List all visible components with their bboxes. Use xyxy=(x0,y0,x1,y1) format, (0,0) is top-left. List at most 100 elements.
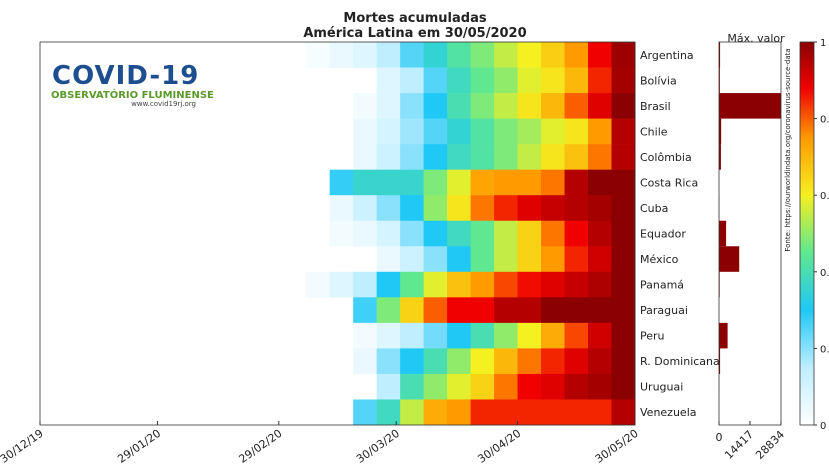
heat-cell xyxy=(494,271,519,298)
heat-cell xyxy=(376,373,401,400)
heat-cell xyxy=(564,118,589,145)
heat-cell xyxy=(494,297,519,324)
row-label: México xyxy=(640,253,679,266)
bar-x-tick-label: 28834 xyxy=(753,428,787,462)
heat-cell xyxy=(517,42,542,68)
heat-cell xyxy=(447,220,472,247)
heat-cell xyxy=(353,118,378,145)
heat-cell xyxy=(400,67,425,94)
heat-cell xyxy=(611,144,636,170)
heat-cell xyxy=(517,67,542,94)
colorbar-tick-label: 0.8 xyxy=(820,115,829,126)
heat-cell xyxy=(541,373,566,400)
heat-cell xyxy=(541,144,566,170)
heat-cell xyxy=(611,93,636,119)
heat-cell xyxy=(447,373,472,400)
heat-cell xyxy=(517,246,542,273)
heat-cell xyxy=(400,169,425,196)
heat-cell xyxy=(447,348,472,375)
heat-cell xyxy=(447,297,472,324)
heat-cell xyxy=(611,220,636,247)
heat-cell xyxy=(517,322,542,349)
heat-cell xyxy=(588,322,613,349)
heat-cell xyxy=(400,93,425,119)
heat-cell xyxy=(588,220,613,247)
heat-cell xyxy=(423,297,448,324)
row-label: Bolívia xyxy=(640,74,677,87)
bar-x-tick-label: 0 xyxy=(716,431,723,444)
heat-cell xyxy=(376,271,401,298)
bar xyxy=(719,246,740,272)
heat-cell xyxy=(494,246,519,273)
heat-cell xyxy=(400,348,425,375)
logo-name: COVID-19 xyxy=(52,61,199,91)
heat-cell xyxy=(329,195,354,222)
heat-cell xyxy=(541,169,566,196)
heat-cell xyxy=(517,93,542,119)
heat-cell xyxy=(447,322,472,349)
chart-subtitle: América Latina em 30/05/2020 xyxy=(303,26,526,41)
x-tick-label: 29/02/20 xyxy=(237,427,285,466)
heat-cell xyxy=(376,246,401,273)
heat-cell xyxy=(494,373,519,400)
row-label: Brasil xyxy=(640,100,671,113)
heat-cell xyxy=(541,297,566,324)
heat-cell xyxy=(611,373,636,400)
chart-title: Mortes acumuladas xyxy=(343,11,486,26)
heat-cell xyxy=(306,42,331,68)
heat-cell xyxy=(564,67,589,94)
heat-cell xyxy=(564,297,589,324)
heat-cell xyxy=(494,220,519,247)
heat-cell xyxy=(470,399,495,426)
colorbar-tick-label: 0.6 xyxy=(820,191,829,202)
heat-cell xyxy=(588,42,613,68)
heat-cell xyxy=(353,297,378,324)
heat-cell xyxy=(517,373,542,400)
heat-cell xyxy=(564,348,589,375)
colorbar-tick-label: 0.2 xyxy=(820,344,829,355)
heat-cell xyxy=(611,67,636,94)
row-label: Colômbia xyxy=(640,151,692,164)
heat-cell xyxy=(353,195,378,222)
heat-cell xyxy=(423,373,448,400)
heat-cell xyxy=(588,195,613,222)
source-note: Fonte: https://ourworldindata.org/corona… xyxy=(784,48,792,251)
heat-cell xyxy=(400,220,425,247)
x-tick-label: 30/05/20 xyxy=(593,427,641,466)
x-tick-label: 30/04/20 xyxy=(475,427,523,466)
heat-cell xyxy=(541,195,566,222)
heat-cell xyxy=(588,399,613,426)
heat-cell xyxy=(541,93,566,119)
heat-cell xyxy=(611,118,636,145)
heat-cell xyxy=(517,220,542,247)
heat-cell xyxy=(494,42,519,68)
heat-cell xyxy=(588,373,613,400)
heat-cell xyxy=(353,144,378,170)
heat-cell xyxy=(494,67,519,94)
heat-cell xyxy=(611,297,636,324)
heat-cell xyxy=(423,144,448,170)
heat-cell xyxy=(470,144,495,170)
heat-cell xyxy=(447,271,472,298)
heat-cell xyxy=(447,195,472,222)
heat-cell xyxy=(447,42,472,68)
bar-title: Máx. valor xyxy=(727,32,785,45)
heat-cell xyxy=(611,348,636,375)
heat-cell xyxy=(564,399,589,426)
heat-cell xyxy=(541,348,566,375)
heat-cell xyxy=(423,118,448,145)
heat-cell xyxy=(423,195,448,222)
heat-cell xyxy=(376,220,401,247)
heat-cell xyxy=(588,118,613,145)
bar xyxy=(719,220,727,247)
heat-cell xyxy=(447,67,472,94)
heat-cell xyxy=(447,169,472,196)
heat-cell xyxy=(423,67,448,94)
heat-cell xyxy=(588,297,613,324)
heat-cell xyxy=(400,322,425,349)
heat-cell xyxy=(376,42,401,68)
heat-cell xyxy=(376,118,401,145)
bar-x-tick-label: 14417 xyxy=(722,428,756,462)
heat-cell xyxy=(423,220,448,247)
heat-cell xyxy=(564,322,589,349)
